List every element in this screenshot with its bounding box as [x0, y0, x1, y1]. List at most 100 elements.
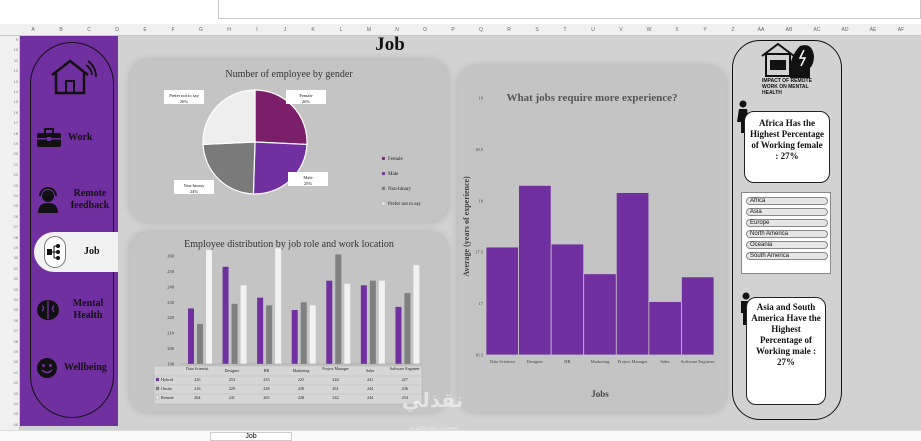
- row-header-cell[interactable]: 37: [13, 328, 18, 334]
- nav-item-remote-feedback[interactable]: Remote feedback: [36, 180, 120, 220]
- bar[interactable]: [369, 280, 376, 364]
- row-header-cell[interactable]: 18: [13, 130, 18, 136]
- bar[interactable]: [583, 273, 617, 356]
- column-header-cell[interactable]: T: [563, 27, 567, 33]
- column-header-cell[interactable]: F: [171, 27, 175, 33]
- row-header-cell[interactable]: 35: [13, 307, 18, 313]
- home-icon[interactable]: [46, 57, 102, 97]
- column-header-cell[interactable]: O: [423, 27, 427, 33]
- bar[interactable]: [222, 266, 229, 364]
- row-header-cell[interactable]: 11: [13, 57, 18, 63]
- formula-input[interactable]: [218, 0, 921, 19]
- bar[interactable]: [335, 254, 342, 364]
- column-header-cell[interactable]: AB: [785, 27, 793, 33]
- row-header-cell[interactable]: 10: [13, 47, 18, 53]
- pie-slice[interactable]: [202, 141, 256, 195]
- bar[interactable]: [291, 310, 298, 364]
- row-header-cell[interactable]: 36: [13, 317, 18, 323]
- pie-slice[interactable]: [202, 89, 256, 146]
- nav-item-job[interactable]: Job: [34, 232, 118, 272]
- row-header-cell[interactable]: 30: [13, 255, 18, 261]
- row-header-cell[interactable]: 27: [13, 224, 18, 230]
- pie-slice[interactable]: [252, 141, 308, 195]
- row-header-cell[interactable]: 25: [13, 203, 18, 209]
- nav-item-wellbeing[interactable]: Wellbeing: [36, 348, 120, 388]
- row-header-cell[interactable]: 23: [13, 182, 18, 188]
- bar[interactable]: [266, 305, 273, 364]
- bar[interactable]: [231, 303, 238, 364]
- slicer-item[interactable]: Africa: [746, 197, 828, 205]
- bar[interactable]: [240, 285, 247, 364]
- column-header-cell[interactable]: R: [507, 27, 511, 33]
- row-header-cell[interactable]: 14: [13, 89, 18, 94]
- bar[interactable]: [344, 283, 351, 364]
- slicer-item[interactable]: Europe: [746, 219, 828, 227]
- row-header-cell[interactable]: 32: [13, 276, 18, 282]
- bar[interactable]: [681, 276, 715, 356]
- bar[interactable]: [648, 301, 682, 356]
- column-header-cell[interactable]: W: [646, 27, 652, 33]
- row-header-cell[interactable]: 38: [13, 338, 18, 344]
- column-header-cell[interactable]: U: [591, 27, 595, 33]
- job-location-bar-chart[interactable]: 190 200 210 220 230 240 250 260 Data Scientist 22…: [130, 232, 448, 412]
- bar[interactable]: [360, 285, 367, 364]
- row-header-cell[interactable]: 20: [13, 151, 18, 157]
- column-header-cell[interactable]: Z: [731, 27, 735, 33]
- row-header-cell[interactable]: 45: [13, 411, 18, 417]
- row-header-cell[interactable]: 17: [13, 120, 18, 126]
- bar[interactable]: [309, 305, 316, 364]
- row-header-cell[interactable]: 29: [13, 245, 18, 250]
- column-header-cell[interactable]: S: [535, 27, 539, 33]
- bar[interactable]: [518, 184, 552, 356]
- bar[interactable]: [485, 246, 519, 356]
- slicer-item[interactable]: South America: [746, 252, 828, 260]
- row-header-cell[interactable]: 15: [13, 99, 18, 105]
- row-header-cell[interactable]: 16: [13, 109, 18, 115]
- row-header-cell[interactable]: 39: [13, 349, 18, 354]
- row-header-cell[interactable]: 43: [13, 390, 18, 396]
- slicer-item[interactable]: Oceania: [746, 241, 828, 249]
- bar[interactable]: [206, 249, 212, 364]
- row-header-cell[interactable]: 42: [13, 380, 18, 386]
- row-header-cell[interactable]: 44: [13, 401, 18, 406]
- column-header-cell[interactable]: P: [451, 27, 455, 33]
- bar[interactable]: [300, 302, 307, 364]
- column-header-cell[interactable]: AD: [841, 27, 849, 33]
- row-header-cell[interactable]: 33: [13, 286, 18, 292]
- column-header-cell[interactable]: N: [395, 27, 399, 33]
- column-header-cell[interactable]: G: [199, 27, 203, 33]
- row-header-cell[interactable]: 40: [13, 359, 18, 365]
- column-header-cell[interactable]: L: [339, 27, 343, 33]
- experience-bar-chart[interactable]: 16.5 17 17.5 18 18.5 19 Data Scientist Designer…: [458, 66, 726, 412]
- row-header-cell[interactable]: 9: [15, 37, 18, 42]
- row-header-cell[interactable]: 28: [13, 234, 18, 240]
- bar[interactable]: [550, 243, 585, 356]
- pie-slice[interactable]: [254, 89, 308, 146]
- column-header-cell[interactable]: E: [143, 27, 147, 33]
- region-slicer[interactable]: Africa Asia Europe North America Oceania Sout…: [741, 192, 831, 274]
- slicer-item[interactable]: Asia: [746, 208, 828, 216]
- column-header-cell[interactable]: A: [31, 27, 35, 33]
- row-header-cell[interactable]: 22: [13, 172, 18, 178]
- column-header-cell[interactable]: X: [675, 27, 679, 33]
- bar[interactable]: [197, 323, 203, 364]
- bar[interactable]: [275, 248, 282, 364]
- bar[interactable]: [378, 280, 385, 364]
- column-header-cell[interactable]: I: [256, 27, 258, 33]
- row-header-cell[interactable]: 26: [13, 213, 18, 219]
- column-header-cell[interactable]: C: [87, 27, 91, 33]
- column-header-cell[interactable]: AA: [757, 27, 765, 33]
- sheet-tab[interactable]: Job: [210, 432, 292, 441]
- column-header-cell[interactable]: J: [283, 27, 287, 33]
- column-header-cell[interactable]: M: [366, 27, 372, 33]
- column-header-cell[interactable]: K: [311, 27, 315, 33]
- column-header-cell[interactable]: B: [59, 27, 63, 33]
- column-header-cell[interactable]: Y: [703, 27, 707, 33]
- row-header-cell[interactable]: 41: [13, 369, 18, 375]
- column-header-cell[interactable]: AC: [813, 27, 821, 33]
- row-header-cell[interactable]: 24: [13, 193, 18, 198]
- row-header-cell[interactable]: 13: [13, 78, 18, 84]
- bar[interactable]: [326, 280, 333, 364]
- column-header-cell[interactable]: H: [227, 27, 231, 33]
- row-header-cell[interactable]: 21: [13, 161, 18, 167]
